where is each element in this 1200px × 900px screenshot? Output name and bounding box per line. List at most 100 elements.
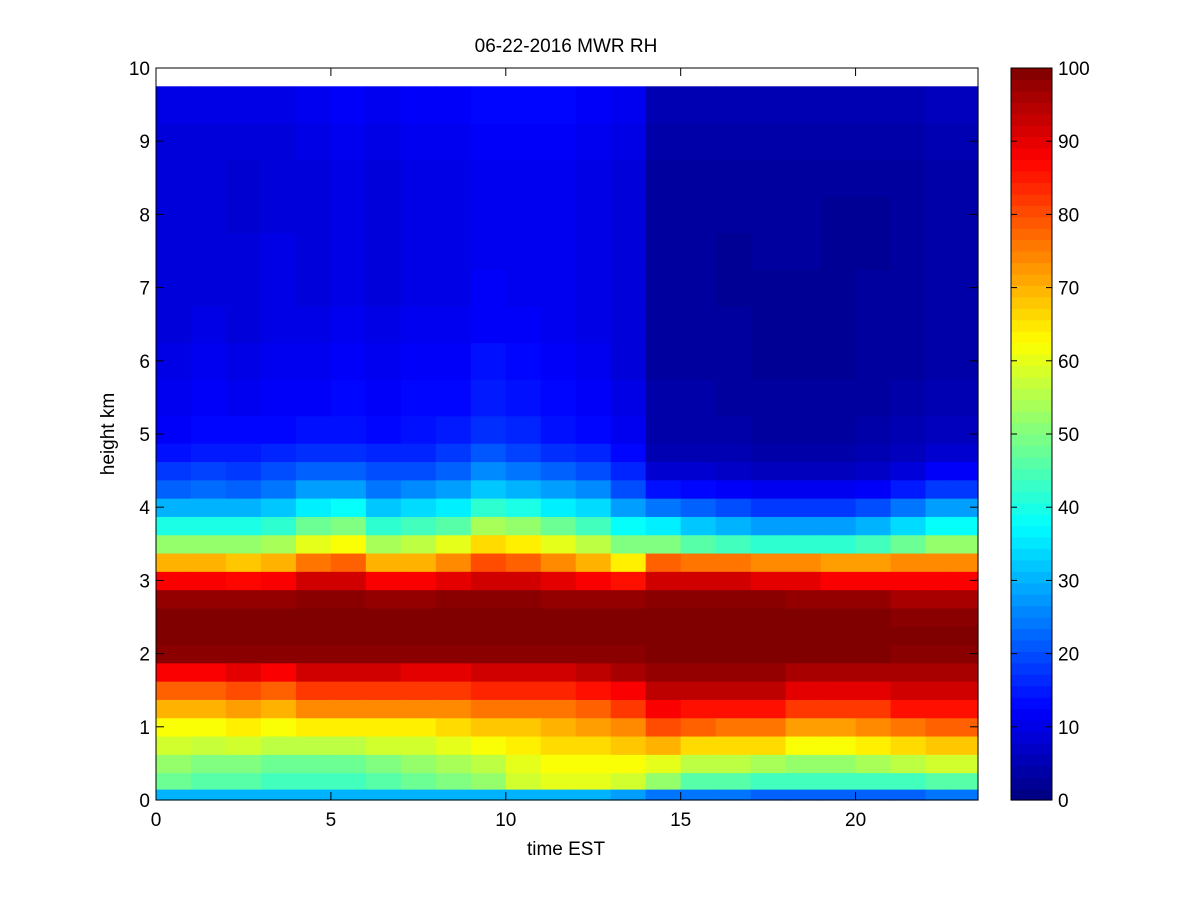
heat-cell	[820, 699, 857, 719]
colorbar-segment	[1011, 136, 1052, 149]
heat-cell	[505, 443, 542, 463]
heat-cell	[156, 699, 192, 719]
heat-cell	[645, 269, 682, 307]
heat-cell	[785, 754, 822, 774]
heat-cell	[225, 122, 262, 161]
heat-cell	[575, 479, 612, 499]
heat-cell	[680, 269, 717, 307]
colorbar-segment	[1011, 273, 1052, 286]
heat-cell	[645, 498, 682, 517]
heat-cell	[505, 534, 542, 554]
heat-cell	[925, 269, 953, 307]
heat-cell	[156, 754, 192, 774]
colorbar-segment	[1011, 102, 1052, 115]
heat-cell	[951, 379, 979, 417]
heat-cell	[470, 644, 507, 664]
heat-cell	[820, 86, 857, 124]
heat-cell	[890, 789, 927, 801]
heat-cell	[260, 415, 297, 444]
heat-cell	[951, 443, 979, 463]
heat-cell	[645, 86, 682, 124]
colorbar-segment	[1011, 216, 1052, 229]
heat-cell	[260, 626, 297, 646]
heat-cell	[575, 589, 612, 609]
heat-cell	[400, 232, 437, 270]
heat-cell	[295, 461, 332, 481]
heat-cell	[505, 772, 542, 790]
heat-cell	[680, 232, 717, 270]
heat-cell	[715, 717, 752, 737]
heat-cell	[855, 516, 892, 536]
heat-cell	[400, 305, 437, 344]
colorbar-segment	[1011, 331, 1052, 344]
heat-cell	[951, 479, 979, 499]
heat-cell	[225, 305, 262, 344]
heat-cell	[505, 789, 542, 801]
heat-cell	[890, 735, 927, 755]
heat-cell	[890, 196, 927, 234]
heat-cell	[225, 196, 262, 234]
heat-cell	[785, 461, 822, 481]
heat-cell	[951, 772, 979, 790]
heat-cell	[715, 342, 752, 380]
heat-cell	[400, 196, 437, 234]
heat-cell	[190, 269, 227, 307]
heat-cell	[330, 735, 367, 755]
heat-cell	[645, 607, 682, 627]
heat-cell	[610, 415, 647, 444]
heat-cell	[715, 86, 752, 124]
heat-cell	[540, 122, 577, 161]
heat-cell	[365, 122, 402, 161]
colorbar-segment	[1011, 79, 1052, 92]
heat-cell	[330, 607, 367, 627]
heat-cell	[295, 699, 332, 719]
heat-cell	[225, 789, 262, 801]
heat-cell	[540, 498, 577, 517]
heat-cell	[575, 626, 612, 646]
heat-cell	[750, 662, 787, 682]
heat-cell	[785, 571, 822, 591]
heat-cell	[855, 498, 892, 517]
heat-cell	[505, 735, 542, 755]
heat-cell	[190, 589, 227, 609]
heat-cell	[540, 607, 577, 627]
heat-cell	[890, 86, 927, 124]
heat-cell	[225, 662, 262, 682]
heat-cell	[295, 159, 332, 197]
heat-cell	[645, 479, 682, 499]
heat-cell	[750, 159, 787, 197]
heat-cell	[820, 607, 857, 627]
heat-cell	[295, 735, 332, 755]
heat-cell	[470, 379, 507, 417]
heat-cell	[610, 789, 647, 801]
heat-cell	[890, 681, 927, 700]
heat-cell	[540, 754, 577, 774]
heat-cell	[225, 699, 262, 719]
heat-cell	[750, 607, 787, 627]
colorbar-segment	[1011, 617, 1052, 630]
heat-cell	[295, 232, 332, 270]
colorbar-segment	[1011, 731, 1052, 744]
heat-cell	[365, 571, 402, 591]
heat-cell	[715, 626, 752, 646]
heat-cell	[855, 681, 892, 700]
heat-cell	[785, 122, 822, 161]
colorbar-segment	[1011, 479, 1052, 492]
colorbar-segment	[1011, 90, 1052, 103]
heat-cell	[750, 772, 787, 790]
y-tick-label: 1	[139, 718, 150, 739]
colorbar-segment	[1011, 399, 1052, 412]
heat-cell	[820, 717, 857, 737]
heat-cell	[820, 516, 857, 536]
heat-cell	[190, 571, 227, 591]
colorbar-segment	[1011, 559, 1052, 572]
heat-cell	[680, 681, 717, 700]
heat-cell	[156, 232, 192, 270]
heat-cell	[330, 772, 367, 790]
heat-cell	[225, 626, 262, 646]
colorbar-segment	[1011, 708, 1052, 721]
colorbar-segment	[1011, 571, 1052, 584]
heat-cell	[295, 571, 332, 591]
heat-cell	[295, 534, 332, 554]
colorbar-segment	[1011, 422, 1052, 435]
